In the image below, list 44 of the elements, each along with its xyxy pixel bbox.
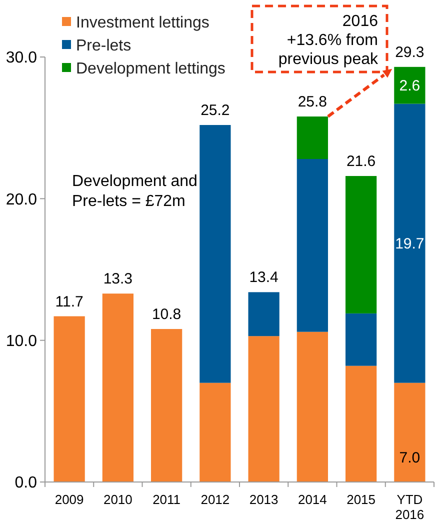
y-tick-label: 30.0 [6, 50, 38, 67]
bar [394, 104, 426, 383]
x-tick-label: 2011 [152, 492, 181, 507]
total-label: 29.3 [395, 44, 424, 61]
legend-label: Pre-lets [76, 38, 132, 55]
bar [296, 159, 328, 332]
data-label: 2.6 [399, 78, 420, 95]
bar [394, 382, 426, 482]
y-tick-label: 0.0 [14, 474, 38, 492]
bar [200, 382, 231, 482]
data-label: 19.7 [395, 236, 424, 253]
bar [54, 316, 85, 482]
total-label: 13.3 [103, 270, 133, 288]
x-tick-label: 2014 [298, 492, 327, 507]
bar [346, 313, 377, 366]
y-tick-label: 10.0 [6, 332, 38, 350]
bar [346, 366, 377, 482]
x-tick-label: 2012 [200, 492, 230, 507]
bar [346, 176, 377, 314]
legend-label: Investment lettings [76, 14, 210, 32]
bar [200, 125, 231, 383]
annotation: Development and Pre-lets = £72m [72, 173, 198, 210]
bar [102, 294, 134, 482]
bar [394, 66, 426, 104]
x-tick-label: 2015 [346, 492, 376, 507]
bar [296, 116, 328, 159]
bar [151, 329, 182, 482]
total-label: 25.8 [298, 94, 328, 110]
total-label: 25.2 [200, 102, 230, 119]
x-tick-label: 2009 [54, 492, 84, 507]
total-label: 13.4 [249, 269, 278, 286]
y-tick-label: 20.0 [6, 191, 38, 208]
total-label: 21.6 [346, 153, 376, 170]
annotation: 2016 +13.6% from previous peak [278, 13, 379, 68]
bar [248, 336, 280, 482]
data-label: 7.0 [399, 449, 420, 466]
total-label: 11.7 [55, 293, 84, 310]
x-tick-label: 2010 [103, 492, 132, 507]
legend-label: Development lettings [76, 60, 226, 78]
x-tick-label: 2013 [249, 492, 278, 507]
x-tick-label: YTD 2016 [395, 492, 424, 522]
bar [296, 332, 328, 482]
total-label: 10.8 [152, 306, 182, 323]
bar [248, 292, 280, 336]
